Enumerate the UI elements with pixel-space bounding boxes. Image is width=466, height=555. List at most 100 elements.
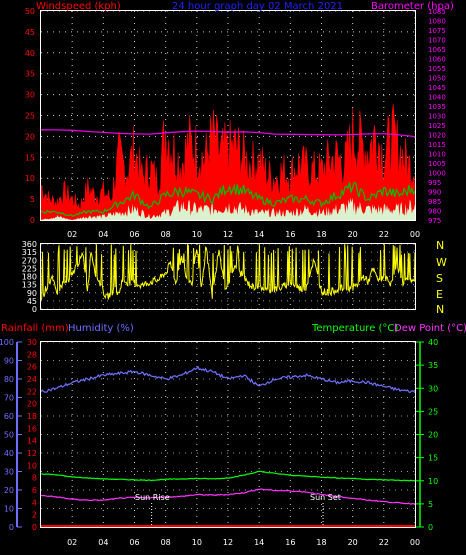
- direction-tick-label: 135: [22, 281, 37, 290]
- temperature-axis-label: Temperature (°C): [311, 323, 398, 334]
- top-panel-series: [40, 103, 416, 221]
- bottom-hour-label: 18: [316, 538, 326, 547]
- baro-tick-label: 1070: [428, 37, 446, 45]
- bottom-hour-label: 10: [192, 538, 202, 547]
- baro-tick-label: 1000: [428, 170, 446, 178]
- wind-gust-series: [40, 103, 416, 221]
- humidity-tick-label: 40: [4, 449, 14, 458]
- wind-tick-label: 25: [25, 112, 35, 121]
- rain-tick-label: 16: [27, 424, 37, 433]
- wind-tick-label: 35: [25, 70, 35, 79]
- direction-tick-label: 360: [22, 240, 37, 249]
- baro-tick-label: 990: [428, 189, 441, 197]
- top-hour-label: 02: [67, 230, 77, 239]
- bottom-panel-frame: [40, 341, 416, 528]
- direction-panel-series: [40, 243, 416, 301]
- dewpoint-axis-label: Dew Point (°C): [394, 323, 466, 334]
- bottom-panel-grid: [41, 341, 416, 528]
- humidity-axis-label: Humidity (%): [68, 323, 134, 334]
- baro-tick-label: 1005: [428, 160, 446, 168]
- sun-rise-label: Sun Rise: [135, 493, 170, 502]
- bottom-hour-label: 14: [254, 538, 264, 547]
- bottom-hour-label: 08: [161, 538, 171, 547]
- wind-tick-label: 5: [30, 195, 35, 204]
- windspeed-axis-label: Windspeed (kph): [36, 1, 121, 12]
- humidity-tick-label: 0: [9, 523, 14, 532]
- wind-tick-label: 15: [25, 153, 35, 162]
- compass-s: S: [436, 272, 443, 285]
- wind-tick-label: 50: [25, 7, 35, 16]
- humidity-tick-label: 70: [4, 394, 14, 403]
- top-hour-label: 16: [285, 230, 295, 239]
- baro-tick-label: 1020: [428, 132, 446, 140]
- direction-panel-ticks: 0 90 180 270 360 45 135 225 315: [22, 240, 37, 314]
- bottom-hour-label: 04: [98, 538, 108, 547]
- top-hour-label: 20: [348, 230, 358, 239]
- direction-tick-label: 180: [22, 273, 37, 282]
- temperature-tick-label: 0: [428, 523, 433, 532]
- top-panel-ticks: 0510152025303540455097598098599099510001…: [25, 7, 446, 239]
- rain-tick-label: 20: [27, 400, 37, 409]
- rain-tick-label: 22: [27, 387, 37, 396]
- rain-tick-label: 14: [27, 437, 37, 446]
- baro-tick-label: 1080: [428, 18, 446, 26]
- dewpoint-series: [40, 488, 416, 505]
- barometer-axis-label: Barometer (hpa): [371, 1, 454, 12]
- baro-tick-label: 1065: [428, 46, 446, 54]
- humidity-series: [40, 365, 416, 394]
- bottom-hour-label: 02: [67, 538, 77, 547]
- bottom-hour-label: 06: [129, 538, 139, 547]
- top-hour-label: 06: [129, 230, 139, 239]
- humidity-tick-label: 20: [4, 486, 14, 495]
- bottom-panel-series: [40, 365, 416, 527]
- temperature-tick-label: 15: [428, 454, 438, 463]
- temperature-tick-label: 10: [428, 477, 438, 486]
- wind-tick-label: 0: [30, 216, 35, 225]
- temperature-tick-label: 20: [428, 431, 438, 440]
- wind-tick-label: 40: [25, 49, 35, 58]
- compass-e: E: [436, 288, 443, 301]
- rain-tick-label: 26: [27, 363, 37, 372]
- rain-tick-label: 8: [32, 474, 37, 483]
- rain-tick-label: 18: [27, 412, 37, 421]
- direction-tick-label: 315: [22, 248, 37, 257]
- baro-tick-label: 975: [428, 217, 441, 225]
- baro-tick-label: 985: [428, 198, 441, 206]
- rain-tick-label: 12: [27, 449, 37, 458]
- compass-n-bottom: N: [436, 303, 444, 316]
- bottom-hour-label: 00: [410, 538, 420, 547]
- rain-tick-label: 30: [27, 338, 37, 347]
- baro-tick-label: 1030: [428, 113, 446, 121]
- baro-tick-label: 1045: [428, 84, 446, 92]
- wind-tick-label: 10: [25, 174, 35, 183]
- top-panel-frame: [40, 10, 416, 221]
- humidity-tick-label: 50: [4, 431, 14, 440]
- temperature-tick-label: 30: [428, 384, 438, 393]
- rain-tick-label: 28: [27, 350, 37, 359]
- baro-tick-label: 1010: [428, 151, 446, 159]
- baro-tick-label: 980: [428, 208, 441, 216]
- humidity-tick-label: 10: [4, 505, 14, 514]
- humidity-tick-label: 30: [4, 468, 14, 477]
- baro-tick-label: 1050: [428, 75, 446, 83]
- baro-tick-label: 1035: [428, 103, 446, 111]
- bottom-hour-label: 22: [379, 538, 389, 547]
- chart-title: 24 hour graph day 02 March 2021: [172, 1, 343, 12]
- baro-tick-label: 1040: [428, 94, 446, 102]
- baro-tick-label: 1075: [428, 27, 446, 35]
- baro-tick-label: 1085: [428, 8, 446, 16]
- bottom-hour-label: 20: [348, 538, 358, 547]
- wind-tick-label: 20: [25, 132, 35, 141]
- top-hour-label: 12: [223, 230, 233, 239]
- bottom-hour-label: 12: [223, 538, 233, 547]
- rain-tick-label: 6: [32, 486, 37, 495]
- humidity-tick-label: 90: [4, 357, 14, 366]
- wind-average-series: [40, 181, 416, 217]
- compass-w: W: [436, 256, 447, 269]
- direction-panel-frame: [40, 243, 416, 310]
- barometer-series: [40, 129, 416, 138]
- direction-tick-label: 225: [22, 264, 37, 273]
- baro-tick-label: 1025: [428, 122, 446, 130]
- temperature-tick-label: 25: [428, 407, 438, 416]
